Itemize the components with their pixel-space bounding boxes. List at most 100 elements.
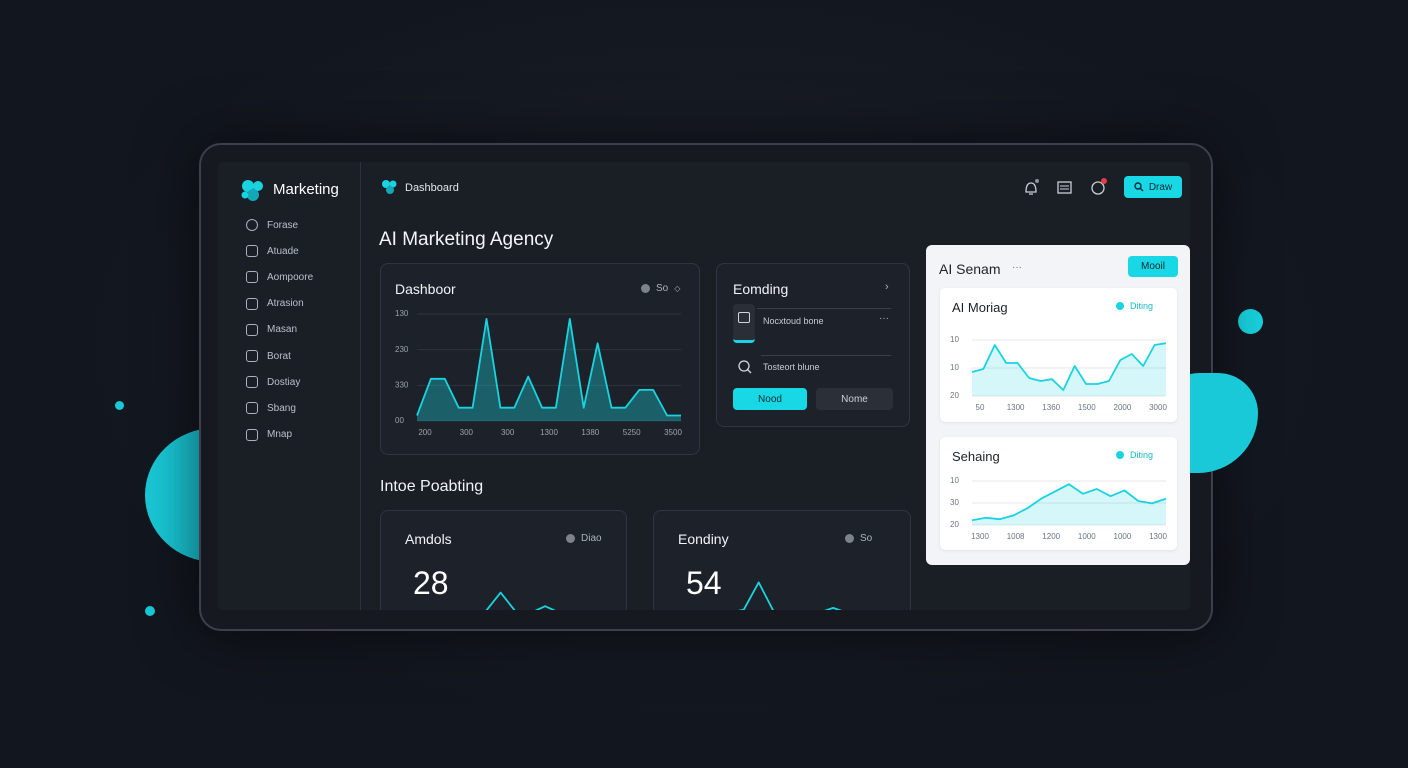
legend-caret: ◇ xyxy=(674,284,681,293)
row-icon xyxy=(738,360,752,374)
y-tick-label: 20 xyxy=(950,391,959,400)
nav-icon xyxy=(246,402,258,415)
x-tick-label: 1008 xyxy=(1007,532,1025,541)
button-label: Draw xyxy=(1148,181,1173,193)
nav-item[interactable]: Atuade xyxy=(246,245,299,258)
nav-item[interactable]: Aompoore xyxy=(246,271,314,284)
nav-label: Forase xyxy=(267,219,299,231)
panel-menu[interactable]: ··· xyxy=(1012,262,1022,273)
crumb-logo xyxy=(382,180,397,194)
nav-item[interactable]: Forase xyxy=(246,219,298,231)
x-tick-label: 1300 xyxy=(540,428,558,437)
chart-svg xyxy=(485,591,556,610)
toolbar-icons xyxy=(1025,178,1107,195)
x-tick-label: 1500 xyxy=(1078,403,1096,412)
x-tick-label: 5250 xyxy=(623,428,641,437)
nav-item[interactable]: Borat xyxy=(246,350,291,362)
chart: 10 10 20 50 1300 1360 1500 2000 3000 xyxy=(946,330,1172,414)
button[interactable]: Nome xyxy=(816,388,893,410)
nav-icon xyxy=(246,323,258,336)
row-icon xyxy=(733,304,755,343)
chart-svg: 130 230 330 00 200 300 300 1300 1380 5250 3500 xyxy=(395,309,682,437)
sparkline xyxy=(441,573,581,610)
legend-dot xyxy=(566,534,575,543)
line xyxy=(971,342,1167,391)
legend-dot xyxy=(1116,302,1124,310)
breadcrumb[interactable]: Dashboard xyxy=(405,182,459,194)
nav-icon xyxy=(246,297,258,310)
chevron: › xyxy=(885,281,889,293)
dot xyxy=(115,401,124,410)
nav-icon xyxy=(246,245,258,258)
right-panel: AI Senam ··· Mooil AI Moriag Diting 10 10 20… xyxy=(926,245,1190,565)
x-tick-label: 1000 xyxy=(1114,532,1132,541)
nav-item[interactable]: Masan xyxy=(246,323,297,336)
nav-icon xyxy=(246,350,258,362)
nav-icon xyxy=(246,376,258,389)
y-tick-label: 130 xyxy=(395,309,409,318)
nav-item[interactable]: Dostiay xyxy=(246,376,301,389)
nav-label: Atuade xyxy=(267,245,299,257)
line xyxy=(485,591,556,610)
legend-label: So xyxy=(656,283,669,294)
logo xyxy=(241,180,263,201)
x-tick-label: 1300 xyxy=(1007,403,1025,412)
panel-button[interactable]: Mooil xyxy=(1128,256,1178,277)
x-tick-label: 2000 xyxy=(1114,403,1132,412)
dot xyxy=(145,606,155,616)
chart: 130 230 330 00 200 300 300 1300 1380 5250 3500 xyxy=(391,304,687,439)
y-tick-label: 230 xyxy=(395,345,409,354)
app-window: Marketing Forase Atuade Aompoore Atrasion Ma… xyxy=(218,162,1190,610)
legend: Diao xyxy=(566,533,602,544)
divider xyxy=(761,355,891,356)
legend: So ◇ xyxy=(641,283,680,294)
card-title: Amdols xyxy=(405,531,452,547)
y-tick-label: 30 xyxy=(950,498,959,507)
legend-label: Diting xyxy=(1130,450,1154,460)
stat-card: Amdols Diao 28 xyxy=(380,510,627,610)
x-tick-label: 1300 xyxy=(971,532,989,541)
nav-label: Dostiay xyxy=(267,376,301,388)
area-fill xyxy=(972,484,1166,525)
nav-label: Atrasion xyxy=(267,298,304,310)
chart-svg xyxy=(738,581,843,610)
panel-title: AI Senam xyxy=(939,261,1001,277)
x-tick-label: 3500 xyxy=(664,428,682,437)
dot xyxy=(1238,309,1263,334)
draw-button[interactable]: Draw xyxy=(1124,176,1182,198)
search-icon xyxy=(1134,182,1144,192)
chart-card: Dashboor So ◇ 130 230 330 00 200 300 300 1300 138… xyxy=(380,263,700,455)
y-tick-label: 330 xyxy=(395,380,409,389)
line xyxy=(738,581,843,610)
legend: So xyxy=(845,533,872,544)
legend-dot xyxy=(1116,451,1124,459)
y-tick-label: 10 xyxy=(950,363,959,372)
nav-item[interactable]: Mnap xyxy=(246,428,293,441)
section-title: Intoe Poabting xyxy=(380,478,484,495)
legend-dot xyxy=(845,534,854,543)
stat-card: Eondiny So 54 xyxy=(653,510,911,610)
nav-label: Aompoore xyxy=(267,271,314,283)
row-menu: ··· xyxy=(879,313,889,324)
card-title: Sehaing xyxy=(952,449,1000,464)
row-label: Tosteort blune xyxy=(763,362,820,372)
page-heading: AI Marketing Agency xyxy=(379,229,554,250)
panel-card: Sehaing Diting 10 30 20 1300 1008 1200 1000 1000 1… xyxy=(940,437,1177,550)
x-tick-label: 1380 xyxy=(581,428,599,437)
x-tick-label: 1300 xyxy=(1149,532,1167,541)
legend-dot xyxy=(641,284,650,293)
chart-svg: 10 10 20 50 1300 1360 1500 2000 3000 xyxy=(950,335,1167,412)
line xyxy=(971,483,1167,522)
card-title: Eomding xyxy=(733,281,789,297)
button[interactable]: Nood xyxy=(733,388,807,410)
x-tick-label: 300 xyxy=(501,428,515,437)
x-tick-label: 1360 xyxy=(1042,403,1060,412)
nav-item[interactable]: Sbang xyxy=(246,402,296,415)
nav-label: Mnap xyxy=(267,429,293,441)
x-tick-label: 1200 xyxy=(1042,532,1060,541)
y-tick-label: 10 xyxy=(950,476,959,485)
x-tick-label: 1000 xyxy=(1078,532,1096,541)
y-tick-label: 10 xyxy=(950,335,959,344)
nav-item[interactable]: Atrasion xyxy=(246,297,304,310)
line xyxy=(416,318,681,417)
